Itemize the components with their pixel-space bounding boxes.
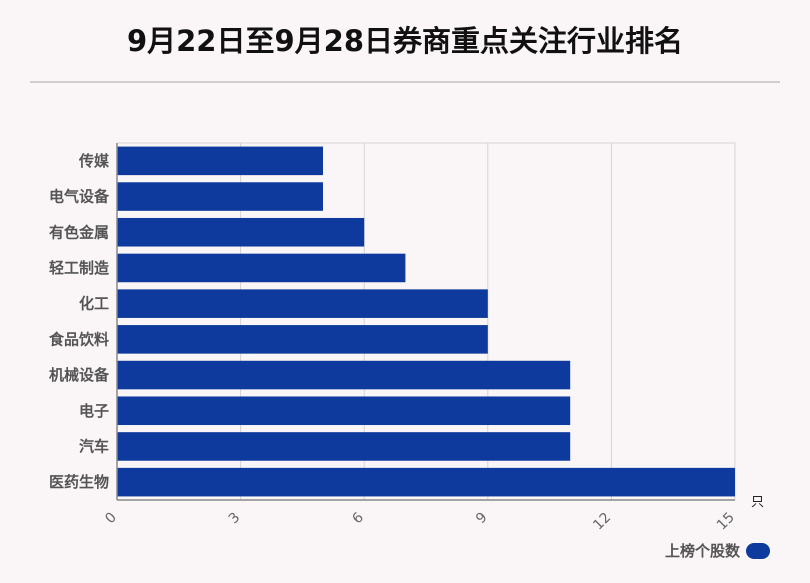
bar — [117, 396, 571, 426]
bar — [117, 289, 488, 318]
bar — [117, 253, 406, 283]
x-tick-label: 6 — [349, 509, 367, 527]
category-label: 医药生物 — [49, 473, 109, 491]
legend: 上榜个股数 — [665, 540, 770, 561]
x-tick-label: 0 — [102, 510, 120, 528]
x-tick-label: 12 — [590, 510, 614, 534]
category-label: 化工 — [79, 295, 109, 313]
category-label: 电气设备 — [49, 188, 110, 206]
category-label: 电子 — [79, 402, 109, 420]
category-label: 机械设备 — [49, 366, 110, 384]
bar — [117, 217, 365, 247]
category-label: 有色金属 — [49, 223, 109, 241]
bar — [117, 432, 571, 461]
legend-swatch — [746, 542, 770, 559]
x-axis-unit-label: 只 — [751, 495, 764, 510]
bar — [117, 182, 323, 211]
x-tick-label: 3 — [226, 510, 244, 528]
category-label: 食品饮料 — [49, 330, 109, 348]
bar — [117, 146, 323, 176]
legend-label: 上榜个股数 — [664, 542, 740, 560]
title-divider — [30, 81, 780, 83]
category-label: 汽车 — [79, 437, 109, 455]
x-tick-label: 9 — [473, 510, 491, 528]
category-label: 轻工制造 — [49, 259, 109, 277]
x-tick-label: 15 — [714, 510, 738, 534]
bar — [117, 325, 488, 354]
chart-title: 9月22日至9月28日券商重点关注行业排名 — [126, 24, 684, 58]
category-label: 传媒 — [78, 152, 110, 170]
bar — [117, 360, 571, 390]
bar — [117, 467, 735, 497]
